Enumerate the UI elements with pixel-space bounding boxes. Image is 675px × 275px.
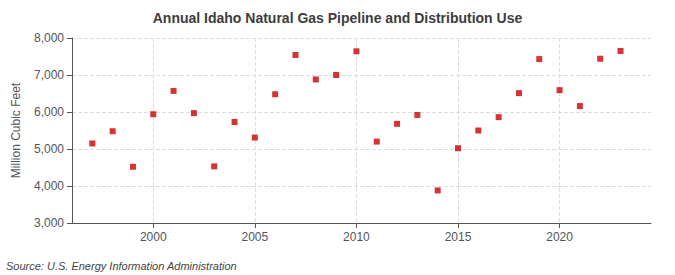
- svg-text:2000: 2000: [140, 230, 167, 244]
- svg-text:2010: 2010: [343, 230, 370, 244]
- svg-text:2020: 2020: [546, 230, 573, 244]
- svg-text:Source: U.S. Energy Informatio: Source: U.S. Energy Information Administ…: [6, 260, 237, 272]
- svg-text:Million Cubic Feet: Million Cubic Feet: [9, 82, 23, 178]
- svg-text:7,000: 7,000: [34, 68, 64, 82]
- svg-text:2005: 2005: [241, 230, 268, 244]
- svg-text:8,000: 8,000: [34, 31, 64, 45]
- svg-text:2015: 2015: [445, 230, 472, 244]
- svg-text:5,000: 5,000: [34, 142, 64, 156]
- svg-text:6,000: 6,000: [34, 105, 64, 119]
- svg-text:3,000: 3,000: [34, 216, 64, 230]
- svg-text:4,000: 4,000: [34, 179, 64, 193]
- svg-text:Annual Idaho Natural Gas Pipel: Annual Idaho Natural Gas Pipeline and Di…: [153, 10, 523, 26]
